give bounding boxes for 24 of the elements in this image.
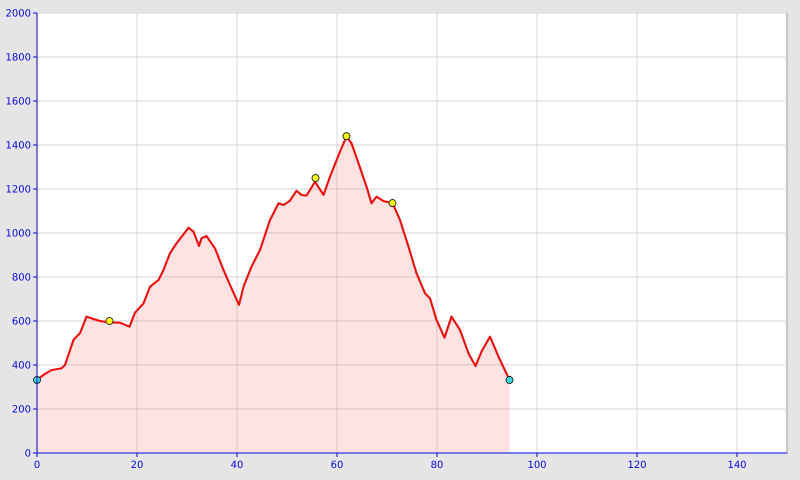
x-tick-label: 140 (727, 460, 747, 471)
x-tick-label: 80 (430, 460, 444, 471)
x-tick-label: 40 (230, 460, 244, 471)
x-tick-label: 60 (330, 460, 344, 471)
y-tick-label: 1600 (6, 96, 31, 108)
x-tick-label: 100 (527, 460, 547, 471)
x-tick-label: 120 (627, 460, 647, 471)
y-tick-label: 1200 (6, 184, 31, 196)
x-tick-label: 0 (34, 460, 40, 471)
y-tick-label: 1400 (6, 140, 31, 152)
point (342, 132, 350, 140)
y-tick-label: 0 (24, 448, 31, 460)
point (388, 199, 396, 207)
y-tick-label: 400 (12, 360, 31, 372)
y-tick-label: 600 (12, 316, 31, 328)
y-tick-label: 1800 (6, 52, 31, 64)
point (312, 174, 320, 182)
y-tick-label: 200 (12, 404, 31, 416)
y-tick-label: 2000 (6, 8, 31, 20)
point (506, 376, 514, 384)
x-tick-label: 20 (130, 460, 144, 471)
y-tick-label: 1000 (6, 228, 31, 240)
point (106, 317, 114, 325)
y-tick-label: 800 (12, 272, 31, 284)
